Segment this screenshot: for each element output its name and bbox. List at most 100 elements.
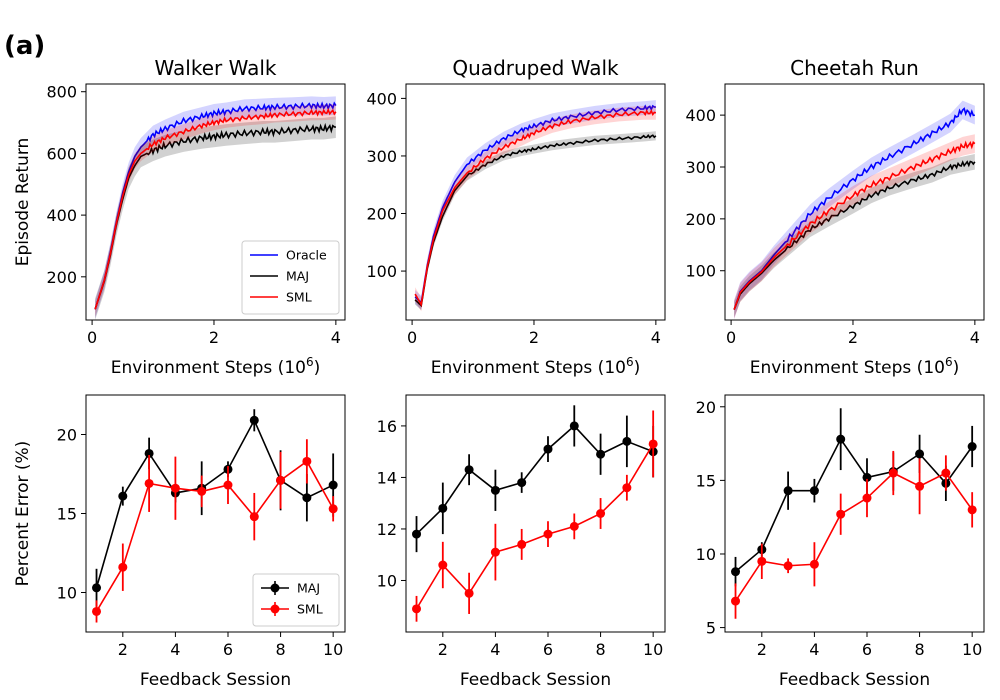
x-tick-label: 2 xyxy=(529,328,539,347)
point-maj xyxy=(438,503,448,513)
legend: Oracle MAJ SML xyxy=(241,240,340,315)
x-tick-label: 2 xyxy=(438,640,448,659)
chart-title: Quadruped Walk xyxy=(452,56,619,80)
series-maj xyxy=(412,405,658,553)
point-sml xyxy=(836,509,846,519)
x-tick-label: 4 xyxy=(651,328,661,347)
series-sml xyxy=(92,439,338,623)
point-sml xyxy=(92,606,102,616)
point-maj xyxy=(596,449,606,459)
point-maj xyxy=(412,529,422,539)
chart-4: 2 4 6 8 10 10 15 20 Feedback Session Percent Erro… xyxy=(13,394,346,690)
chart-2: 0 2 4 100 200 300 400 Quadruped Walk Environment… xyxy=(366,56,666,378)
y-tick-label: 20 xyxy=(696,398,716,417)
point-sml xyxy=(464,588,474,598)
point-sml xyxy=(490,547,500,557)
point-sml xyxy=(731,596,741,606)
line-maj xyxy=(735,437,973,573)
y-tick-label: 12 xyxy=(377,520,397,539)
point-maj xyxy=(92,583,102,593)
legend-label: SML xyxy=(297,602,323,617)
point-sml xyxy=(915,481,925,491)
line-sml xyxy=(95,460,334,612)
point-maj xyxy=(967,442,977,452)
point-sml xyxy=(543,529,553,539)
band-maj xyxy=(95,116,336,321)
y-tick-label: 14 xyxy=(377,468,397,487)
point-sml xyxy=(328,504,338,514)
axes-frame xyxy=(405,83,666,321)
point-sml xyxy=(302,456,312,466)
point-maj xyxy=(783,486,793,496)
x-tick-label: 4 xyxy=(970,328,980,347)
point-maj xyxy=(517,478,527,488)
series-sml xyxy=(731,450,977,619)
point-maj xyxy=(543,444,553,454)
y-tick-label: 10 xyxy=(696,545,716,564)
point-sml xyxy=(438,560,448,570)
chart-title: Walker Walk xyxy=(155,56,277,80)
axes-frame xyxy=(724,394,985,633)
axes-frame xyxy=(405,394,666,633)
y-tick-label: 400 xyxy=(366,89,397,108)
chart-3: 0 2 4 100 200 300 400 Cheetah Run Environment St… xyxy=(685,56,985,378)
x-tick-label: 8 xyxy=(595,640,605,659)
band-sml xyxy=(734,134,975,319)
legend-marker xyxy=(270,583,280,593)
point-maj xyxy=(302,493,312,503)
line-sml xyxy=(94,108,337,310)
series-maj xyxy=(414,131,657,311)
point-sml xyxy=(197,486,207,496)
x-tick-label: 6 xyxy=(862,640,872,659)
line-sml xyxy=(415,443,654,610)
series-sml xyxy=(94,104,337,317)
x-tick-label: 10 xyxy=(643,640,663,659)
point-maj xyxy=(809,486,819,496)
line-maj xyxy=(95,418,334,588)
point-sml xyxy=(223,480,233,490)
point-maj xyxy=(569,421,579,431)
line-sml xyxy=(733,140,976,310)
axes-frame xyxy=(85,83,346,321)
x-tick-label: 10 xyxy=(323,640,343,659)
point-maj xyxy=(328,480,338,490)
y-tick-label: 10 xyxy=(57,584,77,603)
x-tick-label: 4 xyxy=(809,640,819,659)
legend-label: SML xyxy=(286,290,312,305)
x-axis-label: Environment Steps (106) xyxy=(431,355,640,378)
point-sml xyxy=(757,556,767,566)
x-tick-label: 0 xyxy=(87,328,97,347)
y-tick-label: 16 xyxy=(377,417,397,436)
legend-marker xyxy=(270,604,280,614)
y-axis-label: Percent Error (%) xyxy=(13,441,33,587)
y-tick-label: 5 xyxy=(706,619,716,638)
y-tick-label: 100 xyxy=(366,262,397,281)
x-tick-label: 6 xyxy=(223,640,233,659)
point-sml xyxy=(118,562,128,572)
legend-label: Oracle xyxy=(286,248,327,263)
x-tick-label: 0 xyxy=(726,328,736,347)
y-tick-label: 20 xyxy=(57,426,77,445)
y-tick-label: 100 xyxy=(685,262,716,281)
chart-6: 2 4 6 8 10 5 10 15 20 Feedback Session xyxy=(696,394,985,690)
y-tick-label: 15 xyxy=(57,505,77,524)
series-maj xyxy=(731,408,977,587)
x-tick-label: 6 xyxy=(543,640,553,659)
point-sml xyxy=(144,478,154,488)
axes-frame xyxy=(724,83,985,321)
line-sml xyxy=(734,471,973,602)
line-maj xyxy=(414,133,657,308)
x-tick-label: 4 xyxy=(170,640,180,659)
chart-5: 2 4 6 8 10 10 12 14 16 Feedback Session xyxy=(377,394,666,690)
x-tick-label: 4 xyxy=(490,640,500,659)
band-maj xyxy=(415,131,656,311)
x-axis-label: Feedback Session xyxy=(460,670,611,690)
y-tick-label: 300 xyxy=(366,147,397,166)
line-maj xyxy=(415,424,654,535)
point-sml xyxy=(170,483,180,493)
y-tick-label: 300 xyxy=(685,158,716,177)
band-oracle xyxy=(415,100,656,310)
point-maj xyxy=(490,485,500,495)
legend-label: MAJ xyxy=(286,269,309,284)
